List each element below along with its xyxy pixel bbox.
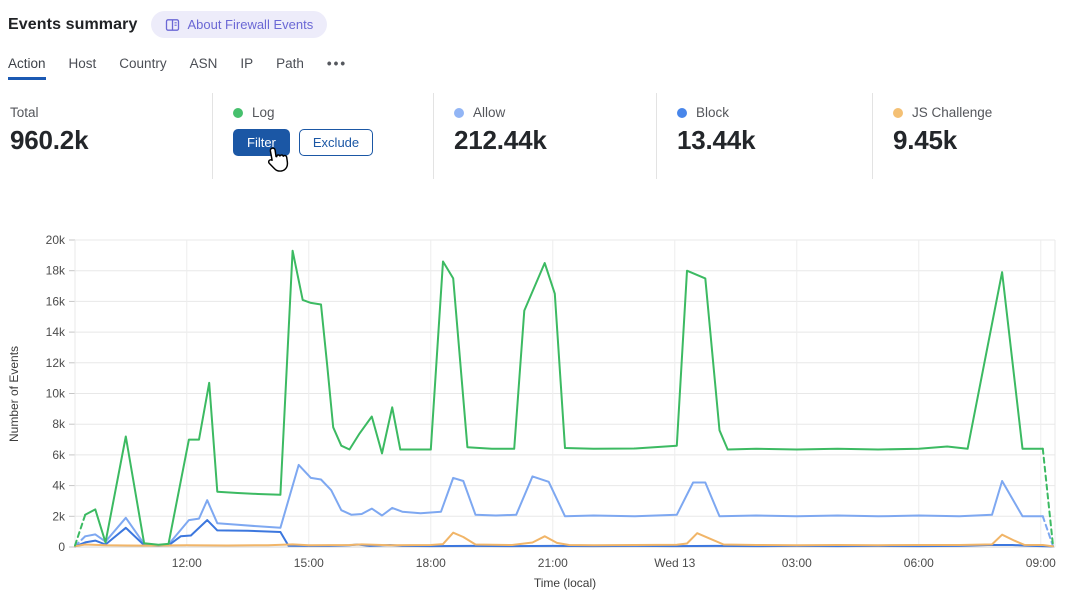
svg-text:20k: 20k (46, 233, 66, 247)
tab-asn[interactable]: ASN (189, 56, 218, 71)
stats-row: Total 960.2k Log Filter Exclude Allow (0, 93, 1068, 179)
tab-ip[interactable]: IP (240, 56, 254, 71)
allow-legend-dot (454, 107, 464, 118)
svg-text:21:00: 21:00 (538, 556, 568, 570)
svg-text:Wed 13: Wed 13 (654, 556, 695, 570)
page-header: Events summary About Firewall Events (0, 0, 1068, 38)
tab-country[interactable]: Country (119, 56, 167, 71)
stat-value-block: 13.44k (677, 125, 756, 155)
svg-text:8k: 8k (52, 417, 66, 431)
svg-text:Time (local): Time (local) (534, 576, 596, 590)
stat-card-log: Log Filter Exclude (213, 93, 434, 179)
chart-canvas: 0 2k 4k 6k 8k 10k 12k 14k 16k 18k 20k 12:00 15:00 18:… (7, 233, 1056, 590)
svg-text:18k: 18k (46, 264, 66, 278)
exclude-button[interactable]: Exclude (298, 129, 374, 156)
svg-text:6k: 6k (52, 448, 66, 462)
stat-label-allow: Allow (473, 105, 506, 120)
summary-tabs: Action Host Country ASN IP Path ••• (0, 38, 1068, 80)
svg-text:4k: 4k (52, 479, 66, 493)
stat-card-allow: Allow 212.44k (434, 93, 657, 179)
tab-host[interactable]: Host (68, 56, 97, 71)
svg-text:Number of Events: Number of Events (7, 346, 21, 442)
stat-card-js-challenge: JS Challenge 9.45k (873, 93, 1068, 179)
stat-value-allow: 212.44k (454, 125, 547, 155)
svg-text:18:00: 18:00 (416, 556, 446, 570)
js-challenge-legend-dot (893, 107, 903, 118)
svg-text:0: 0 (58, 540, 65, 554)
stat-label-js-challenge: JS Challenge (912, 105, 993, 120)
svg-text:10k: 10k (46, 387, 66, 401)
svg-text:06:00: 06:00 (904, 556, 934, 570)
stat-label-total: Total (10, 105, 39, 120)
svg-text:12k: 12k (46, 356, 66, 370)
tab-action[interactable]: Action (8, 56, 46, 80)
stat-value-js-challenge: 9.45k (893, 125, 958, 155)
svg-text:09:00: 09:00 (1026, 556, 1056, 570)
stat-value-total: 960.2k (10, 125, 89, 155)
stat-card-block: Block 13.44k (657, 93, 873, 179)
stat-label-log: Log (252, 105, 275, 120)
svg-text:03:00: 03:00 (782, 556, 812, 570)
svg-text:15:00: 15:00 (294, 556, 324, 570)
svg-text:12:00: 12:00 (172, 556, 202, 570)
book-icon (166, 18, 180, 31)
stat-card-total: Total 960.2k (0, 93, 213, 179)
stat-label-block: Block (696, 105, 730, 120)
tabs-overflow-button[interactable]: ••• (326, 56, 348, 71)
page-title: Events summary (8, 15, 138, 33)
svg-text:14k: 14k (46, 325, 66, 339)
block-legend-dot (677, 107, 687, 118)
tab-path[interactable]: Path (276, 56, 304, 71)
badge-label: About Firewall Events (187, 17, 314, 32)
svg-text:2k: 2k (52, 509, 66, 523)
about-firewall-events-badge[interactable]: About Firewall Events (151, 11, 328, 38)
events-time-series-chart: 0 2k 4k 6k 8k 10k 12k 14k 16k 18k 20k 12:00 15:00 18:… (0, 225, 1068, 598)
filter-button[interactable]: Filter (233, 129, 290, 156)
log-legend-dot (233, 107, 243, 118)
svg-text:16k: 16k (46, 294, 66, 308)
